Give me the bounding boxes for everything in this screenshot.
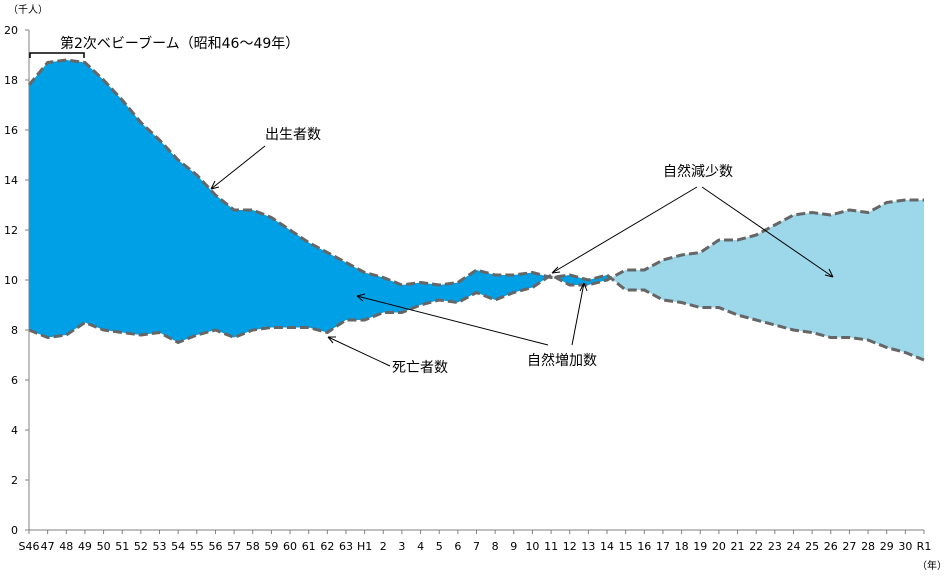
y-tick-label: 10 (4, 274, 18, 287)
natural-increase-arrowhead-2 (579, 282, 588, 292)
x-tick-label: 12 (563, 540, 577, 553)
x-tick-label: 11 (544, 540, 558, 553)
x-tick-label: 28 (861, 540, 875, 553)
y-tick-label: 20 (4, 24, 18, 37)
x-tick-label: 18 (675, 540, 689, 553)
x-tick-label: 54 (171, 540, 185, 553)
x-tick-label: 2 (380, 540, 387, 553)
deaths-arrow (327, 336, 391, 367)
x-tick-label: 53 (153, 540, 167, 553)
x-tick-label: 21 (731, 540, 745, 553)
x-tick-label: 22 (749, 540, 763, 553)
natural-increase-label: 自然増加数 (527, 352, 597, 369)
births-arrowhead (210, 180, 220, 190)
natural-decrease-arrowhead-1 (551, 266, 561, 274)
births-arrow (210, 145, 266, 190)
natural-decrease-arrow-2 (701, 186, 834, 278)
x-tick-label: 62 (320, 540, 334, 553)
y-tick-label: 12 (4, 224, 18, 237)
x-tick-label: 63 (339, 540, 353, 553)
axes-layer (25, 29, 925, 534)
x-tick-label: 16 (637, 540, 651, 553)
x-tick-label: 30 (898, 540, 912, 553)
y-tick-label: 14 (4, 174, 18, 187)
x-tick-label: 13 (581, 540, 595, 553)
x-tick-label: 23 (768, 540, 782, 553)
y-tick-label: 8 (11, 324, 18, 337)
x-tick-label: 59 (264, 540, 278, 553)
x-tick-label: 4 (417, 540, 424, 553)
births-series-line (27, 58, 925, 362)
x-tick-label: 6 (454, 540, 461, 553)
x-tick-label: 58 (246, 540, 260, 553)
natural-increase-area-0 (29, 60, 549, 343)
x-tick-label: 20 (712, 540, 726, 553)
x-tick-label: 3 (398, 540, 405, 553)
x-tick-label: 8 (492, 540, 499, 553)
y-tick-label: 4 (11, 424, 18, 437)
x-tick-label: S46 (19, 540, 40, 553)
y-axis-unit-label: （千人） (8, 4, 48, 16)
births-label: 出生者数 (265, 127, 321, 143)
baby-boom-bracket (29, 52, 85, 58)
x-tick-label: 7 (473, 540, 480, 553)
x-tick-label: 29 (880, 540, 894, 553)
y-tick-label: 2 (11, 474, 18, 487)
y-tick-label: 0 (11, 524, 18, 537)
natural-decrease-area-3 (610, 200, 924, 360)
x-tick-label: 15 (619, 540, 633, 553)
x-tick-label: 49 (78, 540, 92, 553)
x-tick-labels: S46 47 48 49 50 51 52 53 54 55 56 57 58 59 60 61 62 63 H1 2… (19, 540, 932, 553)
natural-decrease-label: 自然減少数 (663, 163, 733, 180)
x-tick-label: 14 (600, 540, 614, 553)
area-layer (29, 60, 924, 360)
x-axis-unit-label: （年） (917, 559, 947, 572)
x-tick-label: 17 (656, 540, 670, 553)
x-tick-label: 61 (302, 540, 316, 553)
deaths-label: 死亡者数 (392, 360, 448, 376)
y-tick-label: 18 (4, 74, 18, 87)
line-layer (27, 58, 925, 362)
annotations-layer: 第2次ベビーブーム（昭和46～49年） 出生者数 死亡者数 自然増加数 自然減少… (29, 35, 834, 376)
x-tick-label: 10 (525, 540, 539, 553)
natural-increase-arrow-2 (571, 282, 585, 346)
x-tick-label: 27 (842, 540, 856, 553)
deaths-arrowhead (327, 336, 336, 344)
natural-decrease-arrow-1 (551, 186, 698, 274)
x-tick-label: 60 (283, 540, 297, 553)
x-tick-label: 25 (805, 540, 819, 553)
x-tick-label: 50 (97, 540, 111, 553)
x-tick-label: 5 (436, 540, 443, 553)
y-tick-labels: 0 2 4 6 8 10 12 14 16 18 20 (4, 24, 18, 537)
x-tick-label: 9 (510, 540, 517, 553)
deaths-series-line (28, 198, 924, 344)
x-tick-label: H1 (357, 540, 372, 553)
x-tick-label: 26 (824, 540, 838, 553)
natural-increase-arrow-1 (356, 295, 549, 346)
y-tick-label: 16 (4, 124, 18, 137)
baby-boom-label: 第2次ベビーブーム（昭和46～49年） (60, 35, 299, 52)
x-tick-label: 52 (134, 540, 148, 553)
x-tick-label: 47 (41, 540, 55, 553)
x-tick-label: R1 (917, 540, 932, 553)
natural-decrease-arrowhead-2 (824, 268, 834, 278)
x-tick-label: 55 (190, 540, 204, 553)
x-tick-label: 48 (59, 540, 73, 553)
x-tick-label: 56 (208, 540, 222, 553)
x-tick-label: 19 (693, 540, 707, 553)
y-tick-label: 6 (11, 374, 18, 387)
natural-increase-arrowhead-1 (356, 293, 366, 302)
x-tick-label: 24 (786, 540, 800, 553)
x-tick-label: 51 (115, 540, 129, 553)
x-tick-label: 57 (227, 540, 241, 553)
